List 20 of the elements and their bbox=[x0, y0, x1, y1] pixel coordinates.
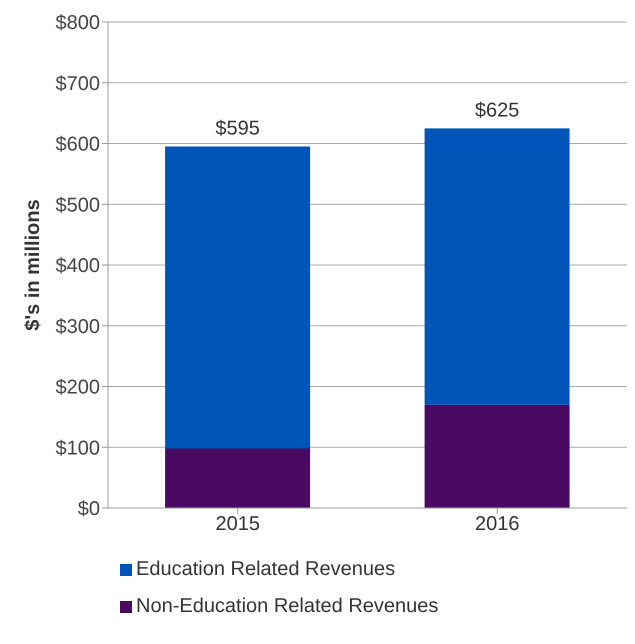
legend-label: Education Related Revenues bbox=[136, 558, 396, 581]
legend-label: Non-Education Related Revenues bbox=[136, 595, 438, 618]
y-tick-label: $400 bbox=[56, 255, 100, 278]
y-tick-label: $300 bbox=[56, 316, 100, 338]
total-label: $595 bbox=[215, 118, 260, 140]
bar bbox=[165, 146, 310, 448]
bar bbox=[424, 404, 570, 508]
y-tick-label: $100 bbox=[56, 437, 100, 460]
y-tick-label: $700 bbox=[56, 72, 100, 95]
y-tick-label: $800 bbox=[56, 12, 100, 34]
y-tick-label: $600 bbox=[56, 134, 100, 156]
bar bbox=[165, 448, 310, 508]
bar bbox=[424, 128, 570, 405]
y-tick-label: $500 bbox=[56, 194, 100, 216]
y-axis-title: $'s in millions bbox=[22, 199, 44, 331]
x-tick-label: 2015 bbox=[216, 513, 260, 536]
x-tick-label: 2016 bbox=[475, 513, 520, 536]
y-tick-label: $0 bbox=[78, 498, 100, 520]
y-tick-label: $200 bbox=[56, 376, 100, 399]
total-label: $625 bbox=[474, 99, 520, 122]
